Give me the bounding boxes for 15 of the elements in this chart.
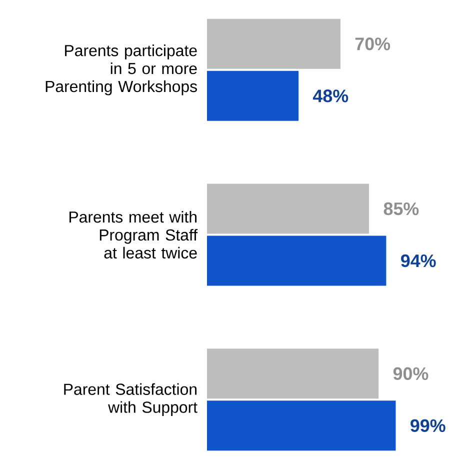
bar xyxy=(207,348,379,399)
data-label: 85% xyxy=(384,202,419,216)
y-tick-label: Parent Satisfaction with Support xyxy=(64,383,198,416)
bar xyxy=(207,236,386,286)
data-label: 90% xyxy=(393,367,428,380)
data-label: 99% xyxy=(410,419,446,432)
bar xyxy=(207,18,340,69)
data-label: 48% xyxy=(312,90,348,102)
bar xyxy=(207,184,370,234)
bar xyxy=(207,70,299,121)
data-label: 94% xyxy=(401,254,436,268)
y-tick-label: Parents participate in 5 or more Parenting Workshops xyxy=(46,44,197,96)
y-tick-label: Parents meet with Program Staff at least twice xyxy=(70,210,198,259)
bar xyxy=(207,400,396,451)
data-label: 70% xyxy=(355,38,390,50)
